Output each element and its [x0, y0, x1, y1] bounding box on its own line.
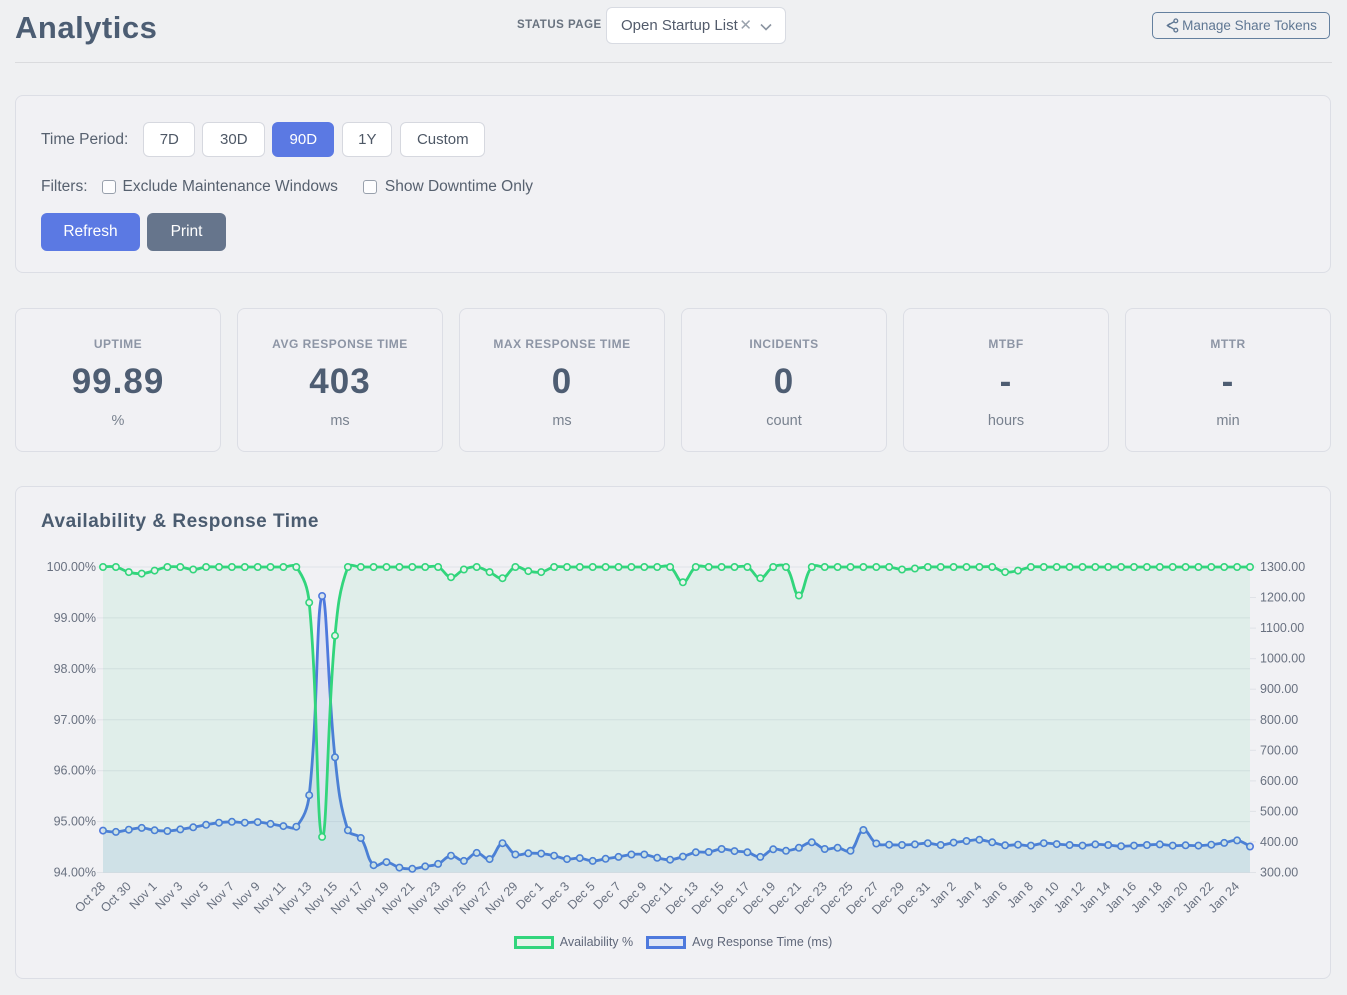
svg-text:1300.00: 1300.00: [1260, 560, 1305, 574]
svg-text:300.00: 300.00: [1260, 866, 1298, 880]
svg-text:96.00%: 96.00%: [54, 764, 96, 778]
svg-text:98.00%: 98.00%: [54, 662, 96, 676]
svg-text:900.00: 900.00: [1260, 682, 1298, 696]
svg-text:1000.00: 1000.00: [1260, 652, 1305, 666]
svg-text:95.00%: 95.00%: [54, 815, 96, 829]
svg-text:600.00: 600.00: [1260, 774, 1298, 788]
svg-text:400.00: 400.00: [1260, 835, 1298, 849]
svg-text:Jan 2: Jan 2: [927, 879, 959, 911]
svg-text:1100.00: 1100.00: [1260, 621, 1304, 635]
svg-text:Nov 1: Nov 1: [127, 879, 160, 912]
svg-text:Dec 3: Dec 3: [539, 879, 572, 912]
svg-text:100.00%: 100.00%: [47, 560, 96, 574]
svg-text:94.00%: 94.00%: [54, 866, 96, 880]
svg-text:700.00: 700.00: [1260, 743, 1298, 757]
svg-text:Dec 1: Dec 1: [513, 879, 546, 912]
svg-text:1200.00: 1200.00: [1260, 591, 1305, 605]
svg-text:99.00%: 99.00%: [54, 611, 96, 625]
svg-text:Nov 5: Nov 5: [178, 879, 211, 912]
svg-text:Nov 7: Nov 7: [204, 879, 237, 912]
svg-text:800.00: 800.00: [1260, 713, 1298, 727]
svg-text:97.00%: 97.00%: [54, 713, 96, 727]
svg-text:Jan 4: Jan 4: [953, 879, 985, 911]
svg-text:Jan 6: Jan 6: [979, 879, 1011, 911]
svg-text:500.00: 500.00: [1260, 804, 1298, 818]
svg-text:Nov 3: Nov 3: [152, 879, 185, 912]
svg-text:Dec 5: Dec 5: [565, 879, 598, 912]
svg-text:Dec 7: Dec 7: [591, 879, 624, 912]
